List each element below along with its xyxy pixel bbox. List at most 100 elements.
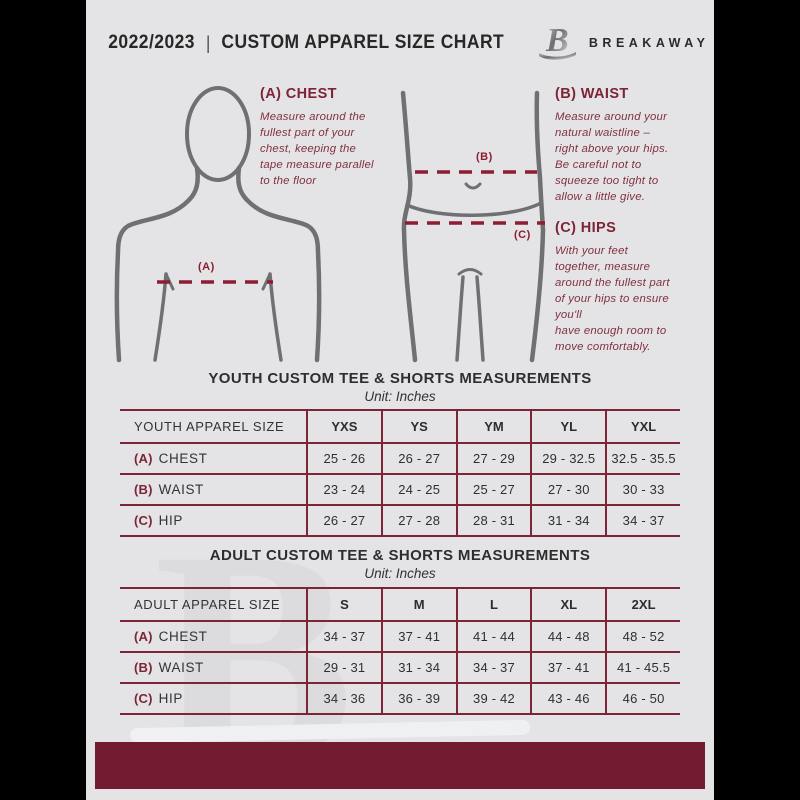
- table-cell: 27 - 29: [455, 444, 531, 473]
- adult-size-table: ADULT APPAREL SIZE S M L XL 2XL (A) CHES…: [120, 587, 680, 715]
- youth-size-header-cell: YOUTH APPAREL SIZE: [134, 419, 285, 434]
- page-title: CUSTOM APPAREL SIZE CHART: [220, 32, 504, 53]
- table-cell: 48 - 52: [605, 622, 680, 651]
- adult-size-header-cell: ADULT APPAREL SIZE: [134, 597, 281, 612]
- youth-section-title: YOUTH CUSTOM TEE & SHORTS MEASUREMENTS: [208, 370, 592, 387]
- table-cell: 26 - 27: [306, 506, 381, 535]
- right-inner-leg: [475, 275, 485, 362]
- title-separator: |: [205, 32, 210, 53]
- left-inner-leg: [455, 275, 465, 362]
- page-header: 2022/2023 | CUSTOM APPAREL SIZE CHART B …: [86, 22, 714, 64]
- table-cell: 44 - 48: [530, 622, 605, 651]
- brand-logo-group: B BREAKAWAY: [535, 22, 710, 64]
- youth-size-ym: YM: [455, 411, 531, 442]
- adult-size-m: M: [380, 589, 456, 620]
- youth-size-yxs: YXS: [306, 411, 381, 442]
- size-chart-page: B 2022/2023 | CUSTOM APPAREL SIZE CHART …: [86, 0, 714, 800]
- watermark-b-letter: B: [154, 538, 355, 742]
- hips-guide-heading: (C) HIPS: [555, 220, 617, 236]
- youth-waist-row: (B) WAIST 23 - 24 24 - 25 25 - 27 27 - 3…: [120, 475, 680, 506]
- youth-size-yxl: YXL: [605, 411, 680, 442]
- youth-size-ys: YS: [380, 411, 456, 442]
- youth-waist-label: (B) WAIST: [134, 482, 204, 497]
- adult-size-s: S: [306, 589, 381, 620]
- waistband-curve: [405, 201, 543, 217]
- hip-dash-label: (C): [514, 229, 531, 241]
- crotch-curve: [457, 268, 483, 276]
- chest-guide-text: Measure around the fullest part of your …: [260, 111, 374, 187]
- adult-hip-label: (C) HIP: [134, 691, 183, 706]
- header-title-group: 2022/2023 | CUSTOM APPAREL SIZE CHART: [108, 32, 504, 54]
- table-cell: 32.5 - 35.5: [605, 444, 680, 473]
- left-armpit-tick: [164, 272, 175, 291]
- adult-header-row: ADULT APPAREL SIZE S M L XL 2XL: [120, 589, 680, 622]
- table-cell: 34 - 37: [605, 506, 680, 535]
- youth-unit-label: Unit: Inches: [364, 389, 436, 404]
- waist-dash-label: (B): [476, 151, 493, 163]
- table-cell: 30 - 33: [605, 475, 680, 504]
- table-cell: 28 - 31: [455, 506, 531, 535]
- table-cell: 34 - 37: [306, 622, 381, 651]
- table-cell: 27 - 30: [530, 475, 605, 504]
- table-cell: 37 - 41: [530, 653, 605, 682]
- adult-size-xl: XL: [530, 589, 605, 620]
- table-cell: 41 - 45.5: [605, 653, 680, 682]
- table-cell: 36 - 39: [380, 684, 456, 713]
- youth-size-yl: YL: [530, 411, 605, 442]
- table-cell: 34 - 36: [306, 684, 381, 713]
- brand-name: BREAKAWAY: [588, 36, 710, 50]
- left-inner-arm: [153, 272, 168, 362]
- adult-chest-row: (A) CHEST 34 - 37 37 - 41 41 - 44 44 - 4…: [120, 622, 680, 653]
- hips-guide-text: With your feet together, measure around …: [555, 245, 670, 353]
- table-cell: 46 - 50: [605, 684, 680, 713]
- waist-guide-heading: (B) WAIST: [555, 86, 629, 102]
- table-cell: 27 - 28: [380, 506, 456, 535]
- adult-section-title: ADULT CUSTOM TEE & SHORTS MEASUREMENTS: [209, 547, 591, 564]
- adult-size-l: L: [455, 589, 531, 620]
- table-cell: 25 - 26: [306, 444, 381, 473]
- table-cell: 26 - 27: [380, 444, 456, 473]
- adult-waist-label: (B) WAIST: [134, 660, 204, 675]
- right-armpit-tick: [261, 272, 272, 291]
- table-cell: 25 - 27: [455, 475, 531, 504]
- chest-guide-heading: (A) CHEST: [260, 86, 337, 102]
- breakaway-logo-icon: B: [538, 22, 576, 60]
- chest-dash-label: (A): [198, 261, 215, 273]
- footer-accent-bar: [95, 742, 705, 789]
- waist-guide: (B) WAIST Measure around your natural wa…: [555, 86, 714, 206]
- table-cell: 23 - 24: [306, 475, 381, 504]
- table-cell: 24 - 25: [380, 475, 456, 504]
- youth-chest-label: (A) CHEST: [134, 451, 208, 466]
- head-outline: [185, 86, 251, 182]
- youth-header-row: YOUTH APPAREL SIZE YXS YS YM YL YXL: [120, 411, 680, 444]
- youth-hip-label: (C) HIP: [134, 513, 183, 528]
- adult-chest-label: (A) CHEST: [134, 629, 208, 644]
- table-cell: 29 - 32.5: [530, 444, 605, 473]
- adult-waist-row: (B) WAIST 29 - 31 31 - 34 34 - 37 37 - 4…: [120, 653, 680, 684]
- waist-guide-text: Measure around your natural waistline – …: [555, 111, 669, 203]
- table-cell: 39 - 42: [455, 684, 531, 713]
- youth-chest-row: (A) CHEST 25 - 26 26 - 27 27 - 29 29 - 3…: [120, 444, 680, 475]
- table-cell: 31 - 34: [530, 506, 605, 535]
- adult-size-2xl: 2XL: [605, 589, 680, 620]
- table-cell: 29 - 31: [306, 653, 381, 682]
- hips-guide: (C) HIPS With your feet together, measur…: [555, 220, 714, 356]
- right-inner-arm: [268, 272, 283, 362]
- hip-right-outline: [529, 90, 546, 363]
- navel-mark: [464, 182, 482, 190]
- right-shoulder-arm: [236, 165, 322, 363]
- table-cell: 31 - 34: [380, 653, 456, 682]
- brand-watermark: B: [126, 538, 566, 742]
- table-cell: 34 - 37: [455, 653, 531, 682]
- chest-guide: (A) CHEST Measure around the fullest par…: [260, 86, 415, 190]
- youth-size-table: YOUTH APPAREL SIZE YXS YS YM YL YXL (A) …: [120, 409, 680, 537]
- table-cell: 43 - 46: [530, 684, 605, 713]
- table-cell: 37 - 41: [380, 622, 456, 651]
- season-label: 2022/2023: [107, 32, 195, 53]
- youth-hip-row: (C) HIP 26 - 27 27 - 28 28 - 31 31 - 34 …: [120, 506, 680, 537]
- svg-text:B: B: [545, 22, 569, 59]
- adult-hip-row: (C) HIP 34 - 36 36 - 39 39 - 42 43 - 46 …: [120, 684, 680, 715]
- left-shoulder-arm: [114, 165, 200, 363]
- adult-unit-label: Unit: Inches: [364, 566, 436, 581]
